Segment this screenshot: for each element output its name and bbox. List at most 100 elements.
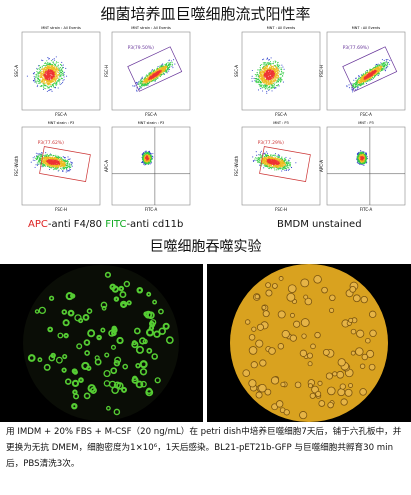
event-dot [45, 72, 47, 74]
event-dot [40, 157, 43, 159]
event-dot [38, 158, 41, 161]
event-dot [44, 62, 46, 65]
event-dot [266, 80, 268, 82]
event-dot [158, 71, 160, 73]
event-dot [266, 81, 268, 83]
event-dot [145, 156, 147, 158]
event-dot [42, 158, 44, 161]
event-dot [48, 70, 50, 72]
event-dot [380, 64, 382, 66]
event-dot [50, 77, 52, 79]
event-dot [51, 78, 53, 80]
event-dot [264, 72, 266, 74]
event-dot [148, 78, 150, 80]
event-dot [276, 76, 278, 79]
event-dot [41, 66, 43, 68]
event-dot [277, 75, 279, 77]
event-dot [166, 72, 168, 74]
event-dot [259, 72, 261, 74]
event-dot [61, 158, 63, 160]
event-dot [264, 70, 267, 72]
event-dot [148, 162, 150, 164]
event-dot [257, 74, 259, 76]
event-dot [60, 165, 62, 167]
event-dot [280, 73, 282, 75]
event-dot [45, 77, 47, 80]
event-dot [272, 68, 274, 71]
event-dot [170, 63, 172, 65]
event-dot [48, 67, 50, 69]
event-dot [37, 71, 39, 73]
event-dot [251, 77, 253, 79]
event-dot [38, 160, 40, 162]
event-dot [381, 64, 383, 66]
gate [127, 46, 183, 92]
event-dot [53, 58, 55, 60]
event-dot [261, 84, 263, 86]
event-dot [43, 82, 46, 85]
event-dot [265, 75, 267, 77]
event-dot [70, 161, 72, 163]
event-dot [266, 62, 268, 64]
event-dot [62, 170, 64, 172]
event-dot [267, 63, 269, 65]
event-dot [50, 84, 52, 86]
event-dot [49, 160, 51, 162]
event-dot [272, 75, 274, 77]
event-dot [44, 165, 46, 167]
event-dot [150, 162, 153, 164]
event-dot [63, 76, 65, 78]
event-dot [282, 66, 284, 68]
event-dot [49, 72, 51, 74]
event-dot [36, 68, 38, 71]
event-dot [59, 67, 61, 69]
event-dot [141, 162, 143, 164]
event-dot [60, 165, 62, 168]
event-dot [274, 71, 276, 73]
event-dot [65, 171, 67, 173]
event-dot [385, 64, 387, 66]
event-dot [152, 77, 154, 79]
event-dot [47, 161, 50, 163]
event-dot [280, 67, 282, 69]
event-dot [62, 167, 64, 169]
event-dot [44, 73, 46, 75]
event-dot [272, 73, 274, 75]
event-dot [53, 68, 55, 70]
event-dot [259, 66, 261, 68]
event-dot [40, 154, 43, 156]
event-dot [387, 66, 389, 68]
event-dot [160, 70, 163, 72]
event-dot [145, 82, 147, 84]
event-dot [40, 153, 42, 155]
event-dot [273, 75, 275, 77]
event-dot [56, 168, 58, 170]
event-dot [261, 75, 263, 77]
event-dot [254, 74, 256, 76]
event-dot [38, 154, 40, 156]
event-dot [34, 77, 36, 79]
event-dot [54, 66, 56, 68]
event-dot [142, 82, 144, 85]
event-dot [269, 61, 272, 63]
event-dot [49, 155, 51, 157]
event-dot [148, 157, 150, 159]
event-dot [42, 74, 44, 76]
event-dot [62, 67, 65, 69]
event-dot [67, 165, 69, 167]
event-dot [159, 73, 161, 75]
event-dot [264, 67, 267, 69]
event-dot [65, 161, 67, 163]
event-dot [136, 89, 138, 91]
event-dot [154, 80, 156, 82]
event-dot [150, 156, 152, 158]
event-dot [46, 81, 48, 83]
event-dot [278, 72, 280, 75]
event-dot [279, 64, 281, 66]
event-dot [167, 66, 169, 69]
event-dot [157, 72, 159, 74]
event-dot [38, 82, 40, 84]
event-dot [265, 74, 268, 76]
event-dot [150, 75, 152, 77]
event-dot [57, 80, 59, 82]
